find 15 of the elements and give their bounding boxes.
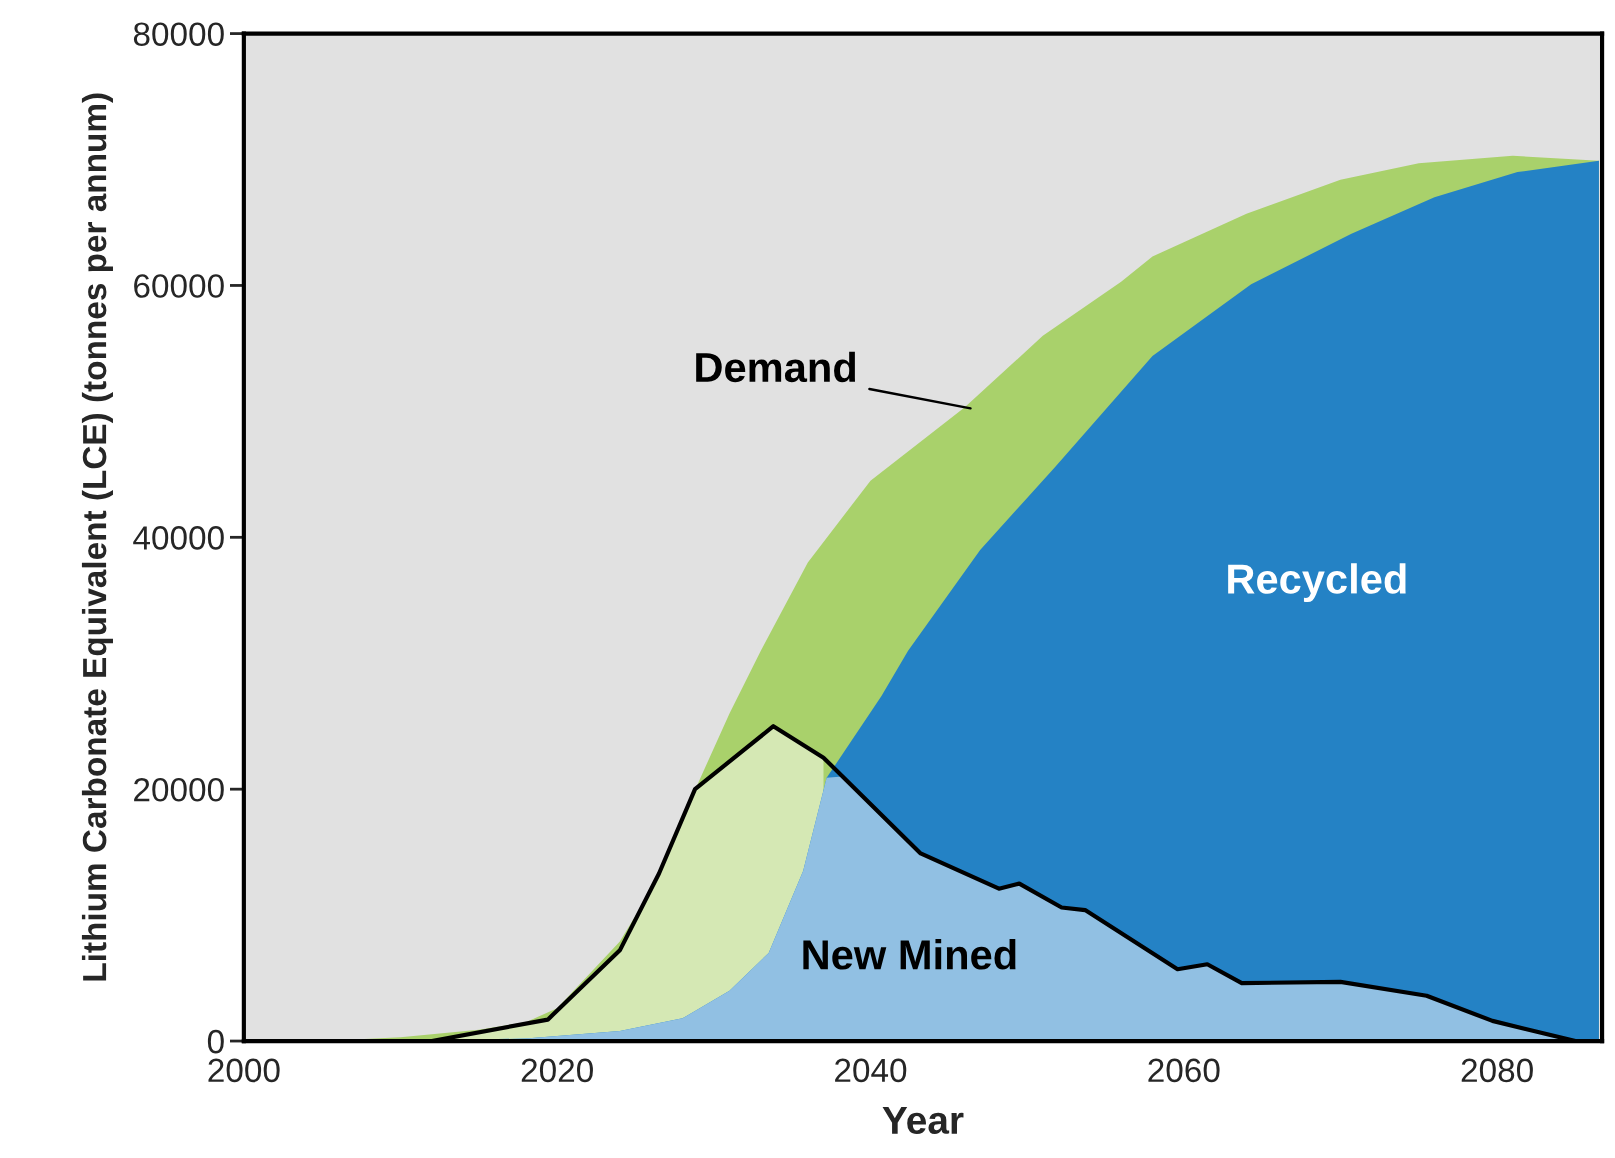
x-tick-label: 2020 — [521, 1058, 593, 1083]
y-tick-label: 40000 — [133, 526, 224, 550]
annotation: Recycled — [1228, 563, 1406, 603]
y-tick-label: 60000 — [134, 274, 224, 298]
x-tick-label: 2060 — [1148, 1058, 1220, 1083]
x-tick-label: 2080 — [1461, 1058, 1533, 1083]
x-tick-label: 2040 — [835, 1058, 907, 1083]
y-axis-title: Lithium Carbonate Equivalent (LCE) (tonnes per annum) — [81, 93, 113, 981]
x-tick-label: 2000 — [208, 1058, 280, 1083]
y-tick-label: 0 — [207, 1029, 224, 1054]
x-axis-title: Year — [882, 1106, 964, 1135]
y-tick-label: 20000 — [134, 777, 224, 802]
annotation: Demand — [696, 351, 856, 383]
y-tick-label: 80000 — [133, 22, 224, 46]
annotation: New Mined — [803, 939, 1016, 970]
